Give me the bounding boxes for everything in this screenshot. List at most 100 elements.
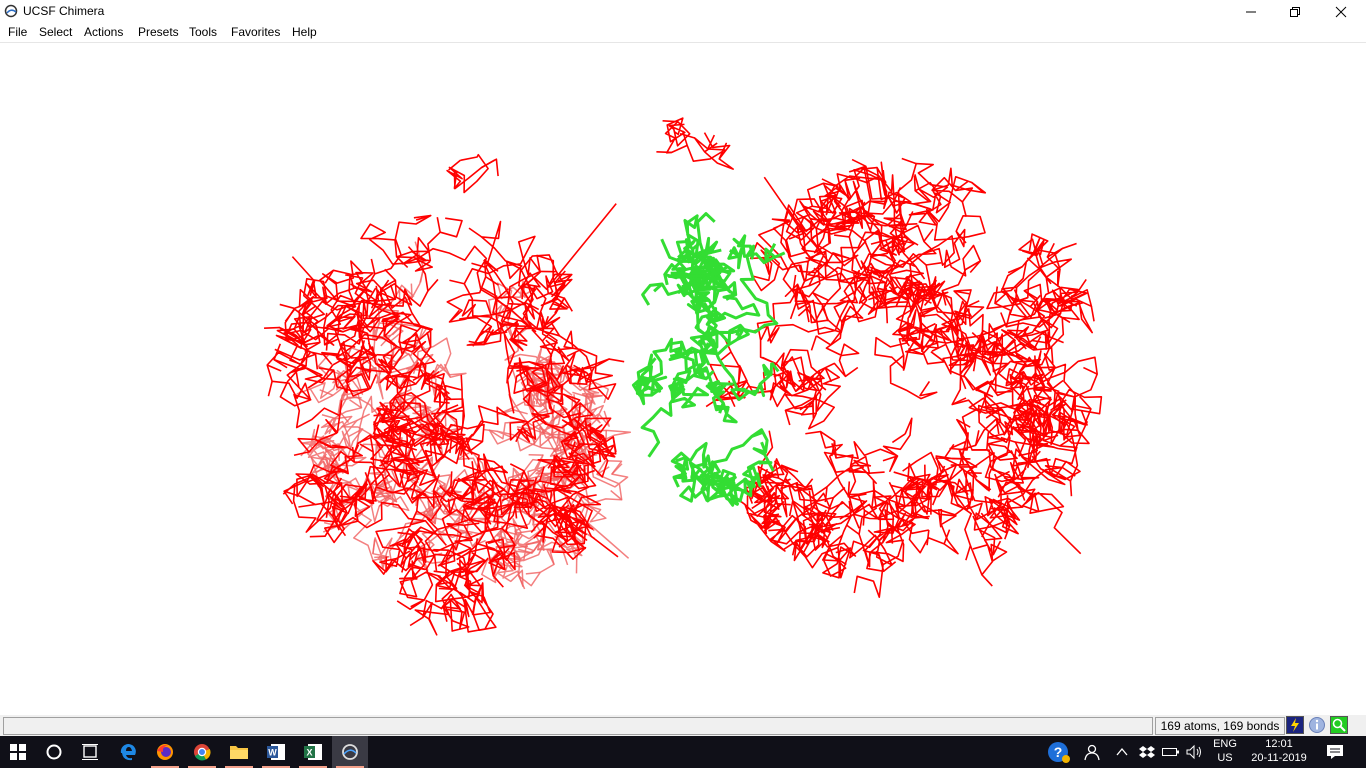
search-button[interactable] [36,736,72,768]
bond-chain [333,258,434,420]
menu-actions[interactable]: Actions [84,25,124,39]
info-button[interactable] [1308,716,1326,734]
menu-select[interactable]: Select [39,25,73,39]
bond-chain-branch [459,440,465,456]
taskbar: W X ? [0,736,1366,768]
bond-chain-branch [515,427,524,443]
bond-chain-branch [870,286,880,301]
restore-button[interactable] [1272,0,1318,23]
start-button[interactable] [0,736,36,768]
bond-chain [414,478,519,636]
cortana-search-icon [46,744,62,760]
bond-chain-branch [821,178,837,187]
bond-chain-back-branch [349,399,362,409]
bond-chain-branch [401,444,418,451]
close-button[interactable] [1318,0,1364,23]
taskbar-file-explorer[interactable] [221,736,257,768]
bond-chain-branch [891,433,906,444]
volume-tray-icon[interactable] [1184,736,1206,768]
taskbar-edge[interactable] [110,736,146,768]
zoom-selection-button[interactable] [1330,716,1348,734]
bond-chain [464,417,616,525]
bond-chain-branch [996,405,1009,418]
bond-chain-branch [388,474,401,488]
selection-info: 169 atoms, 169 bonds [1155,717,1285,735]
running-indicator [151,766,179,768]
taskbar-word[interactable]: W [258,736,294,768]
bond-chain-branch [394,397,404,412]
bond-chain [950,350,1078,498]
running-indicator [299,766,327,768]
bond-chain-branch [902,232,915,245]
bond-chain-branch [954,180,969,192]
menu-help[interactable]: Help [292,25,317,39]
molecule-viewer[interactable] [0,43,1366,714]
bond-chain-branch [305,350,309,367]
bond-chain-branch [862,510,866,526]
bond-chain-branch [805,430,821,435]
people-button[interactable] [1080,736,1104,768]
language-indicator[interactable]: ENG US [1208,737,1242,765]
bond-chain [799,166,912,346]
dropbox-tray-icon[interactable] [1136,736,1158,768]
bond-chain [446,153,499,194]
bond-chain-branch [524,304,529,320]
selected-residue-bonds-branch [672,476,680,488]
restore-icon [1290,6,1300,17]
task-view-icon [82,744,98,760]
bond-chain-branch [471,262,487,269]
battery-icon [1162,748,1179,756]
bond-chain [274,277,466,455]
bond-chain-branch [1046,242,1055,258]
bond-chain-branch [364,472,372,487]
bond-chain-branch [1044,385,1060,393]
bond-chain-branch [384,268,396,281]
taskbar-excel[interactable]: X [295,736,331,768]
clock[interactable]: 12:01 20-11-2019 [1244,737,1314,765]
bond-chain-branch [981,523,991,538]
taskbar-firefox[interactable] [147,736,183,768]
taskbar-chimera[interactable] [332,736,368,768]
menu-tools[interactable]: Tools [189,25,218,39]
bond-chain-branch [482,498,496,510]
bond-chain-back-branch [537,548,553,551]
bond-chain [863,229,956,400]
battery-tray-icon[interactable] [1160,736,1182,768]
bond-chain-branch [471,461,475,477]
bond-chain-back-branch [319,389,334,397]
bond-chain-branch [813,267,826,280]
taskbar-chrome[interactable] [184,736,220,768]
close-icon [1335,6,1347,17]
bond-chain-branch [1049,336,1064,344]
menu-file[interactable]: File [8,25,28,39]
menu-presets[interactable]: Presets [138,25,179,39]
bond-chain-branch [972,544,988,550]
bond-chain [892,237,1052,469]
menu-favorites[interactable]: Favorites [231,25,281,39]
bond-chain-branch [669,123,685,127]
bond-chain-branch [824,253,834,268]
bond-chain-branch [872,272,888,280]
bond-chain-branch [846,524,860,535]
bond-chain-branch [429,437,442,450]
bond-chain [446,203,617,352]
bond-chain-branch [808,523,825,528]
action-center-button[interactable] [1318,736,1352,768]
bond-chain [812,430,929,599]
bond-chain-branch [888,273,899,288]
bond-chain [902,373,1049,535]
show-hidden-icons-button[interactable] [1112,736,1132,768]
info-icon [1309,717,1325,733]
task-view-button[interactable] [72,736,108,768]
minimize-button[interactable] [1228,0,1274,23]
molecule-canvas[interactable] [0,43,1366,714]
bond-chain-branch [426,517,439,530]
bond-chain-branch [824,486,828,503]
bond-chain-branch [282,483,296,495]
bond-chain [744,486,852,569]
folder-icon [230,746,248,759]
help-tray-button[interactable]: ? [1045,736,1073,768]
lightning-button[interactable] [1286,716,1304,734]
bond-chain [855,162,987,332]
bond-chain [835,214,1082,452]
